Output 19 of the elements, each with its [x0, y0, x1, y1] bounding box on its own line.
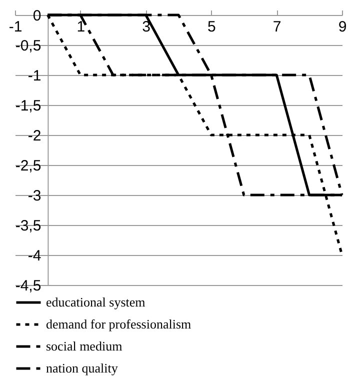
legend-label: social medium	[46, 338, 122, 354]
y-tick-label: -0,5	[15, 38, 42, 54]
y-tick-label: -2	[28, 128, 42, 144]
x-tick-label: 1	[76, 18, 86, 36]
y-tick-label: -1	[28, 68, 42, 84]
x-tick-label: 7	[272, 18, 282, 36]
y-tick-label: -3,5	[15, 218, 42, 234]
x-tick-label: 3	[142, 18, 150, 36]
y-tick-label: -4	[28, 248, 42, 264]
legend-label: educational system	[46, 294, 146, 310]
legend-label: nation quality	[46, 360, 118, 376]
legend-label: demand for professionalism	[46, 316, 192, 332]
y-tick-label: -3	[28, 188, 42, 204]
y-tick-label: 0	[32, 8, 42, 24]
y-tick-label: -4,5	[15, 278, 42, 294]
x-tick-label: 5	[208, 18, 216, 36]
y-tick-label: -2,5	[15, 158, 42, 174]
x-tick-label: 9	[338, 18, 347, 36]
y-tick-label: -1,5	[15, 98, 42, 114]
